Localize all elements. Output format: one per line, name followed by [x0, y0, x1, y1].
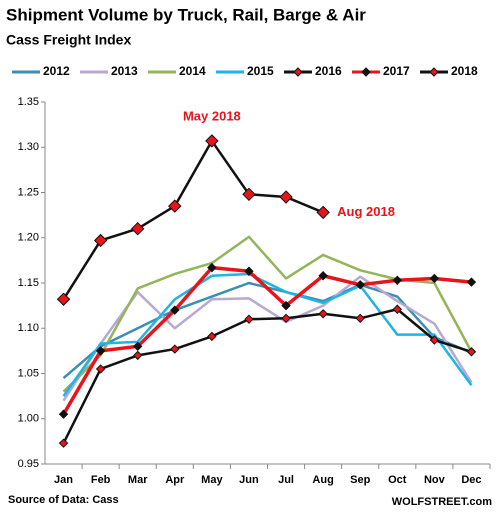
series-line — [62, 307, 472, 444]
annotation: May 2018 — [183, 108, 241, 123]
point-marker — [168, 199, 182, 213]
source: Source of Data: Cass — [8, 494, 119, 506]
chart-title: Shipment Volume by Truck, Rail, Barge & … — [6, 5, 366, 24]
legend-label: 2016 — [315, 64, 342, 78]
point-marker — [207, 331, 217, 342]
x-tick-label: Jun — [239, 474, 259, 486]
point-marker — [355, 280, 365, 290]
y-tick-label: 1.35 — [18, 96, 39, 108]
point-marker — [133, 341, 143, 352]
legend-label: 2015 — [247, 64, 274, 78]
point-marker — [355, 313, 365, 324]
x-tick-label: Dec — [461, 474, 481, 486]
point-marker — [242, 187, 256, 202]
point-marker — [93, 233, 108, 248]
series-line — [62, 272, 473, 397]
x-tick-label: May — [201, 474, 223, 486]
point-marker — [316, 205, 330, 220]
point-marker — [279, 190, 293, 204]
point-marker — [205, 134, 219, 148]
x-tick-label: Nov — [424, 474, 446, 486]
legend-label: 2014 — [179, 64, 206, 78]
x-tick-label: Oct — [388, 474, 407, 486]
point-marker — [170, 344, 180, 354]
point-marker — [429, 273, 440, 284]
point-marker — [244, 314, 254, 324]
point-marker — [466, 347, 477, 357]
point-marker — [56, 292, 71, 306]
x-tick-label: Jul — [278, 474, 294, 486]
legend-marker — [293, 67, 303, 77]
y-tick-label: 1.20 — [18, 232, 39, 244]
legend-marker — [361, 67, 371, 77]
point-marker — [58, 409, 69, 419]
brand: WOLFSTREET.com — [392, 496, 492, 508]
y-tick-label: 1.00 — [18, 413, 39, 425]
point-marker — [318, 271, 328, 281]
legend-label: 2013 — [111, 64, 138, 78]
series-line — [62, 265, 472, 416]
point-marker — [392, 304, 402, 314]
x-tick-label: Feb — [91, 474, 111, 486]
x-tick-label: Sep — [350, 474, 370, 486]
y-tick-label: 1.25 — [18, 186, 39, 198]
y-tick-label: 1.10 — [18, 322, 39, 334]
point-marker — [58, 438, 69, 448]
legend-label: 2017 — [383, 64, 410, 78]
series-line — [62, 281, 472, 379]
point-marker — [95, 346, 106, 356]
x-tick-label: Jan — [54, 474, 73, 486]
y-tick-label: 1.05 — [18, 367, 39, 379]
point-marker — [429, 335, 440, 345]
point-marker — [95, 364, 106, 374]
point-marker — [466, 277, 477, 287]
point-marker — [392, 275, 402, 285]
point-marker — [170, 305, 180, 315]
point-marker — [131, 221, 145, 236]
point-marker — [133, 350, 143, 361]
series-line — [62, 235, 473, 393]
point-marker — [281, 300, 291, 311]
chart-subtitle: Cass Freight Index — [6, 32, 131, 48]
y-tick-label: 0.95 — [18, 458, 39, 470]
y-tick-label: 1.30 — [18, 141, 39, 153]
legend-label: 2018 — [451, 64, 478, 78]
legend-marker — [429, 67, 439, 77]
annotation: Aug 2018 — [337, 204, 395, 219]
point-marker — [318, 309, 328, 319]
point-marker — [281, 313, 291, 324]
x-tick-label: Apr — [165, 474, 185, 486]
series-line — [62, 275, 473, 402]
point-marker — [244, 266, 254, 276]
y-tick-label: 1.15 — [18, 277, 39, 289]
legend-label: 2012 — [43, 64, 70, 78]
x-tick-label: Mar — [128, 474, 148, 486]
x-tick-label: Aug — [312, 474, 333, 486]
point-marker — [207, 262, 217, 273]
